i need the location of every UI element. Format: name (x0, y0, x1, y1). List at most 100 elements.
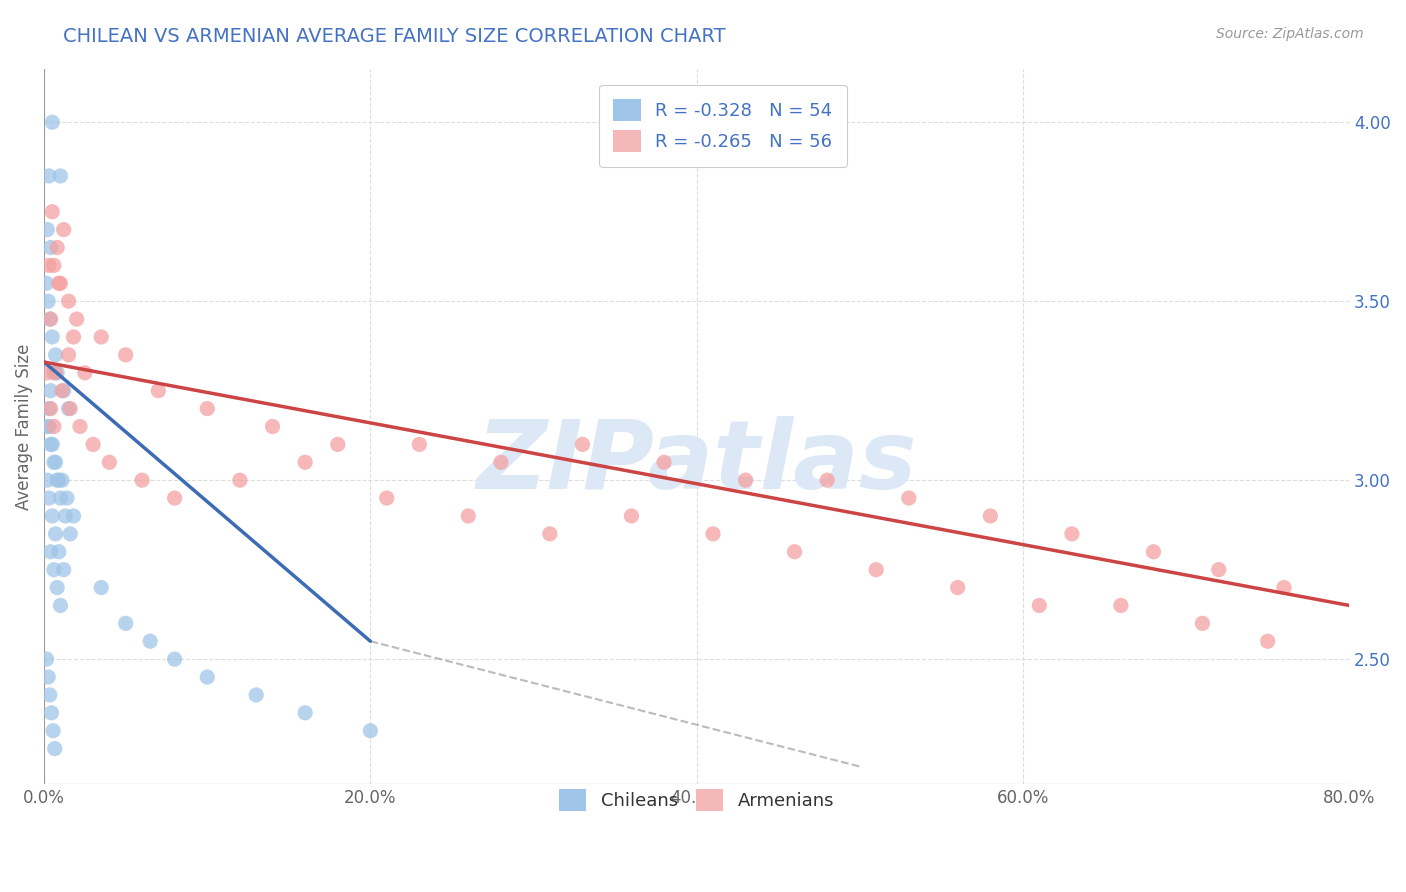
Point (139, 634, 162, 648)
Point (52, 222, 75, 236)
Point (35, 277, 58, 291)
Point (49, 599, 72, 613)
Point (408, 437, 430, 451)
Point (38, 401, 60, 416)
Point (59, 401, 82, 416)
Point (52, 563, 75, 577)
Point (38, 419, 60, 434)
Point (1060, 526, 1083, 541)
Point (37, 670, 59, 684)
Point (58, 294, 80, 309)
Point (131, 473, 153, 487)
Point (38, 312, 60, 326)
Point (1142, 545, 1164, 559)
Point (66, 312, 89, 326)
Point (90, 330, 112, 344)
Point (56, 491, 79, 505)
Point (46, 366, 69, 380)
Point (82, 437, 104, 451)
Point (38, 688, 60, 702)
Point (1191, 616, 1213, 631)
Point (245, 688, 267, 702)
Point (946, 581, 969, 595)
Point (41, 115, 63, 129)
Point (42, 419, 65, 434)
Point (359, 723, 381, 738)
Point (41, 330, 63, 344)
Point (46, 240, 69, 254)
Point (48, 473, 70, 487)
Point (571, 437, 593, 451)
Point (620, 508, 643, 523)
Point (489, 455, 512, 469)
Point (62, 330, 84, 344)
Point (1109, 599, 1132, 613)
Point (39, 401, 62, 416)
Point (42, 366, 65, 380)
Point (44, 348, 66, 362)
Point (702, 526, 724, 541)
Point (52, 384, 75, 398)
Point (41, 508, 63, 523)
Point (73, 366, 96, 380)
Point (865, 563, 887, 577)
Point (44, 741, 66, 756)
Point (39, 384, 62, 398)
Point (39, 240, 62, 254)
Point (49, 169, 72, 183)
Point (59, 526, 82, 541)
Point (44, 366, 66, 380)
Point (44, 455, 66, 469)
Point (294, 706, 316, 720)
Point (1208, 563, 1230, 577)
Point (41, 706, 63, 720)
Point (53, 508, 76, 523)
Text: Source: ZipAtlas.com: Source: ZipAtlas.com (1216, 27, 1364, 41)
Point (294, 455, 316, 469)
Point (783, 545, 806, 559)
Point (35, 652, 58, 666)
Point (195, 670, 218, 684)
Point (815, 473, 838, 487)
Point (42, 563, 65, 577)
Point (39, 545, 62, 559)
Point (58, 348, 80, 362)
Point (1257, 634, 1279, 648)
Point (229, 473, 252, 487)
Point (48, 545, 70, 559)
Point (38, 259, 60, 273)
Point (58, 401, 80, 416)
Point (98, 455, 121, 469)
Point (62, 508, 84, 523)
Point (44, 526, 66, 541)
Point (42, 723, 65, 738)
Point (38, 169, 60, 183)
Point (1272, 581, 1295, 595)
Point (457, 508, 479, 523)
Point (49, 491, 72, 505)
Point (37, 419, 59, 434)
Point (38, 491, 60, 505)
Point (37, 294, 59, 309)
Point (51, 473, 73, 487)
Point (538, 526, 561, 541)
Point (69, 419, 91, 434)
Point (39, 312, 62, 326)
Point (90, 581, 112, 595)
Point (42, 259, 65, 273)
Point (114, 616, 136, 631)
Point (195, 401, 218, 416)
Text: ZIPatlas: ZIPatlas (477, 416, 917, 508)
Point (114, 348, 136, 362)
Point (262, 419, 284, 434)
Point (897, 491, 920, 505)
Point (51, 384, 73, 398)
Point (39, 437, 62, 451)
Point (41, 437, 63, 451)
Point (734, 473, 756, 487)
Point (148, 384, 170, 398)
Point (46, 473, 69, 487)
Point (37, 366, 59, 380)
Point (41, 204, 63, 219)
Point (652, 455, 675, 469)
